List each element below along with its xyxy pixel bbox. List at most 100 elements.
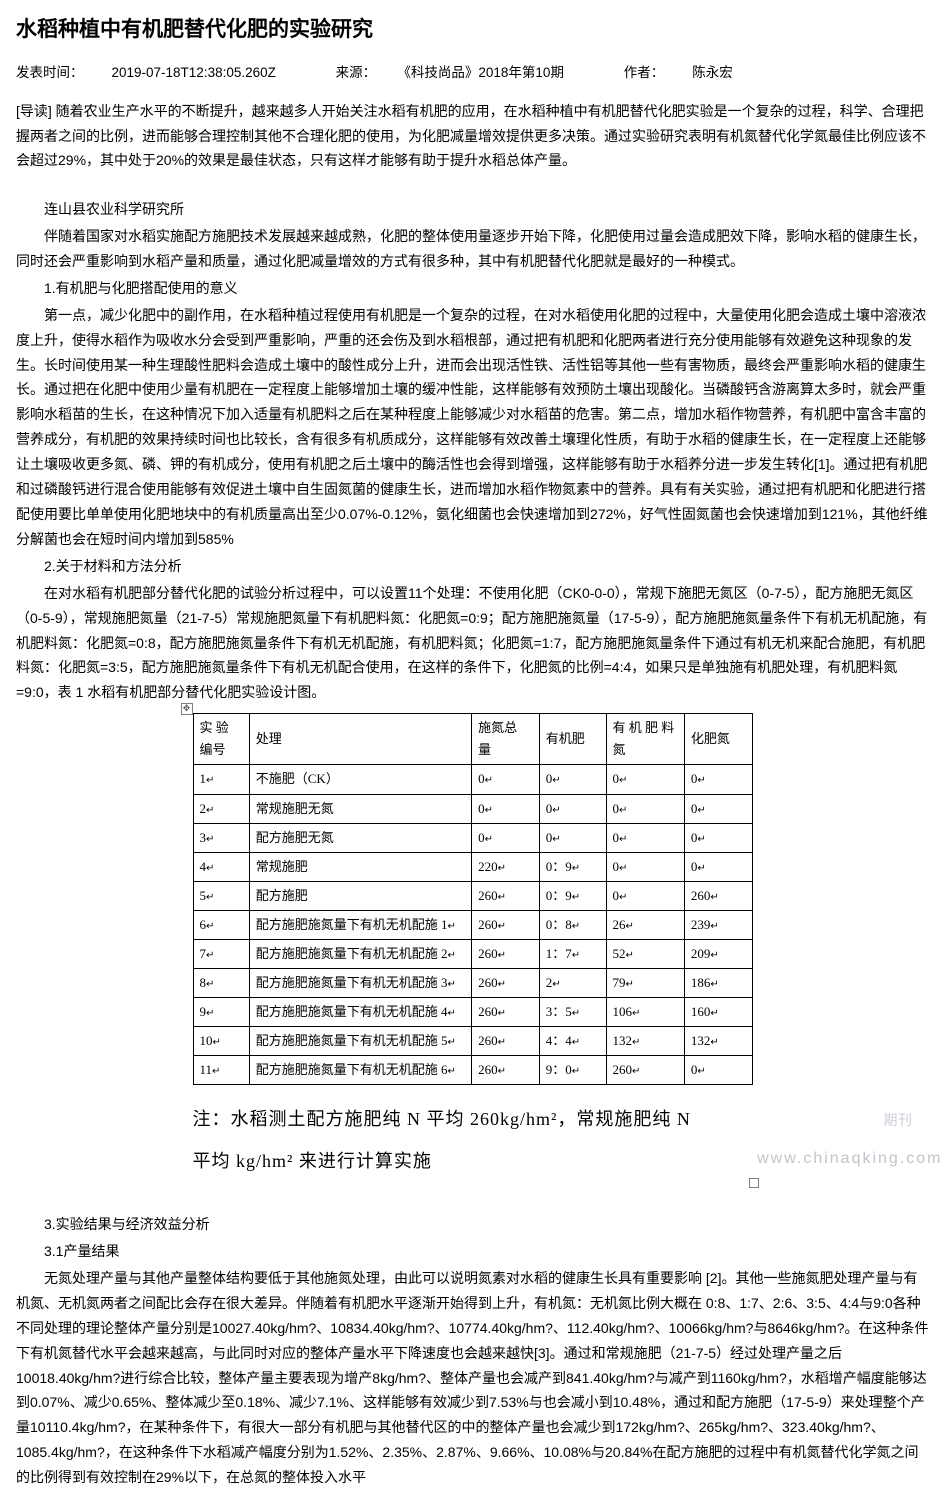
- col-total-n: 施氮总 量: [472, 714, 540, 765]
- return-arrow-icon: ↵: [710, 1008, 718, 1019]
- table-cell: 3↵: [193, 823, 249, 852]
- table-cell: 常规施肥: [249, 852, 471, 881]
- table-cell: 220↵: [472, 852, 540, 881]
- section-2-heading: 2.关于材料和方法分析: [16, 554, 929, 579]
- table-cell: 2↵: [539, 969, 606, 998]
- table-cell: 0↵: [684, 852, 752, 881]
- watermark-top: 期刊: [884, 1111, 913, 1131]
- table-cell: 0↵: [606, 881, 684, 910]
- return-arrow-icon: ↵: [552, 979, 560, 990]
- return-arrow-icon: ↵: [697, 775, 705, 786]
- section-3-1-heading: 3.1产量结果: [16, 1239, 929, 1264]
- table-cell: 5↵: [193, 881, 249, 910]
- return-arrow-icon: ↵: [572, 950, 580, 961]
- return-arrow-icon: ↵: [632, 1008, 640, 1019]
- table-handle-icon: ✥: [181, 703, 193, 715]
- return-arrow-icon: ↵: [626, 979, 634, 990]
- return-arrow-icon: ↵: [206, 863, 214, 874]
- table-note: 注：水稻测土配方施肥纯 N 平均 260kg/hm²，常规施肥纯 N 平均 kg…: [193, 1099, 793, 1182]
- experiment-design-table-wrap: ✥ 实 验 编号 处理 施氮总 量 有机肥 有 机 肥 料氮 化肥氮 1↵不施肥…: [193, 713, 753, 1182]
- table-cell: 0：8↵: [539, 910, 606, 939]
- return-arrow-icon: ↵: [448, 1037, 456, 1048]
- lead-paragraph: [导读] 随着农业生产水平的不断提升，越来越多人开始关注水稻有机肥的应用，在水稻…: [16, 99, 929, 174]
- table-cell: 160↵: [684, 998, 752, 1027]
- return-arrow-icon: ↵: [213, 1037, 221, 1048]
- return-arrow-icon: ↵: [710, 950, 718, 961]
- table-cell: 260↵: [472, 998, 540, 1027]
- meta-line: 发表时间：2019-07-18T12:38:05.260Z 来源：《科技尚品》2…: [16, 62, 929, 85]
- table-cell: 0↵: [539, 794, 606, 823]
- table-cell: 260↵: [684, 881, 752, 910]
- table-cell: 0↵: [606, 852, 684, 881]
- meta-author: 作者：陈永宏: [624, 65, 761, 80]
- return-arrow-icon: ↵: [572, 863, 580, 874]
- return-arrow-icon: ↵: [619, 805, 627, 816]
- table-cell: 0↵: [539, 823, 606, 852]
- table-row: 7↵配方施肥施氮量下有机无机配施 2↵260↵1：7↵52↵209↵: [193, 940, 752, 969]
- return-arrow-icon: ↵: [619, 834, 627, 845]
- table-row: 5↵配方施肥260↵0：9↵0↵260↵: [193, 881, 752, 910]
- table-cell: 11↵: [193, 1056, 249, 1085]
- return-arrow-icon: ↵: [485, 834, 493, 845]
- section-1-body: 第一点，减少化肥中的副作用，在水稻种植过程使用有机肥是一个复杂的过程，在对水稻使…: [16, 303, 929, 552]
- return-arrow-icon: ↵: [710, 892, 718, 903]
- table-cell: 186↵: [684, 969, 752, 998]
- table-cell: 26↵: [606, 910, 684, 939]
- table-row: 10↵配方施肥施氮量下有机无机配施 5↵260↵4：4↵132↵132↵: [193, 1027, 752, 1056]
- table-cell: 209↵: [684, 940, 752, 969]
- table-cell: 配方施肥: [249, 881, 471, 910]
- table-cell: 配方施肥施氮量下有机无机配施 1↵: [249, 910, 471, 939]
- col-organic: 有机肥: [539, 714, 606, 765]
- table-cell: 0↵: [606, 765, 684, 794]
- return-arrow-icon: ↵: [552, 775, 560, 786]
- return-arrow-icon: ↵: [697, 1066, 705, 1077]
- return-arrow-icon: ↵: [619, 892, 627, 903]
- return-arrow-icon: ↵: [697, 805, 705, 816]
- table-cell: 配方施肥施氮量下有机无机配施 3↵: [249, 969, 471, 998]
- table-cell: 配方施肥施氮量下有机无机配施 5↵: [249, 1027, 471, 1056]
- table-cell: 2↵: [193, 794, 249, 823]
- table-cell: 1↵: [193, 765, 249, 794]
- return-arrow-icon: ↵: [498, 1008, 506, 1019]
- table-note-line2: 平均 kg/hm² 来进行计算实施: [193, 1141, 793, 1182]
- table-cell: 4：4↵: [539, 1027, 606, 1056]
- return-arrow-icon: ↵: [572, 892, 580, 903]
- table-row: 8↵配方施肥施氮量下有机无机配施 3↵260↵2↵79↵186↵: [193, 969, 752, 998]
- page-title: 水稻种植中有机肥替代化肥的实验研究: [16, 12, 929, 48]
- table-cell: 132↵: [606, 1027, 684, 1056]
- watermark-url: www.chinaqking.com: [757, 1141, 942, 1178]
- return-arrow-icon: ↵: [498, 863, 506, 874]
- table-cell: 132↵: [684, 1027, 752, 1056]
- section-1-heading: 1.有机肥与化肥搭配使用的意义: [16, 276, 929, 301]
- return-arrow-icon: ↵: [448, 1008, 456, 1019]
- table-cell: 1：7↵: [539, 940, 606, 969]
- table-row: 2↵常规施肥无氮0↵0↵0↵0↵: [193, 794, 752, 823]
- return-arrow-icon: ↵: [498, 979, 506, 990]
- table-cell: 0↵: [472, 794, 540, 823]
- table-cell: 9↵: [193, 998, 249, 1027]
- section-3-heading: 3.实验结果与经济效益分析: [16, 1212, 929, 1237]
- table-cell: 3：5↵: [539, 998, 606, 1027]
- table-row: 9↵配方施肥施氮量下有机无机配施 4↵260↵3：5↵106↵160↵: [193, 998, 752, 1027]
- table-cell: 0↵: [684, 1056, 752, 1085]
- table-cell: 9：0↵: [539, 1056, 606, 1085]
- section-3-1-body: 无氮处理产量与其他产量整体结构要低于其他施氮处理，由此可以说明氮素对水稻的健康生…: [16, 1266, 929, 1490]
- table-cell: 79↵: [606, 969, 684, 998]
- table-cell: 260↵: [472, 1027, 540, 1056]
- return-arrow-icon: ↵: [710, 1037, 718, 1048]
- return-arrow-icon: ↵: [498, 892, 506, 903]
- return-arrow-icon: ↵: [626, 921, 634, 932]
- table-note-line1: 注：水稻测土配方施肥纯 N 平均 260kg/hm²，常规施肥纯 N: [193, 1099, 793, 1140]
- return-arrow-icon: ↵: [206, 921, 214, 932]
- section-2-body: 在对水稻有机肥部分替代化肥的试验分析过程中，可以设置11个处理：不使用化肥（CK…: [16, 581, 929, 706]
- table-cell: 8↵: [193, 969, 249, 998]
- table-cell: 0：9↵: [539, 852, 606, 881]
- return-arrow-icon: ↵: [206, 805, 214, 816]
- return-arrow-icon: ↵: [206, 892, 214, 903]
- col-organic-n: 有 机 肥 料氮: [606, 714, 684, 765]
- table-cell: 52↵: [606, 940, 684, 969]
- table-cell: 260↵: [606, 1056, 684, 1085]
- return-arrow-icon: ↵: [552, 834, 560, 845]
- return-arrow-icon: ↵: [552, 805, 560, 816]
- table-cell: 常规施肥无氮: [249, 794, 471, 823]
